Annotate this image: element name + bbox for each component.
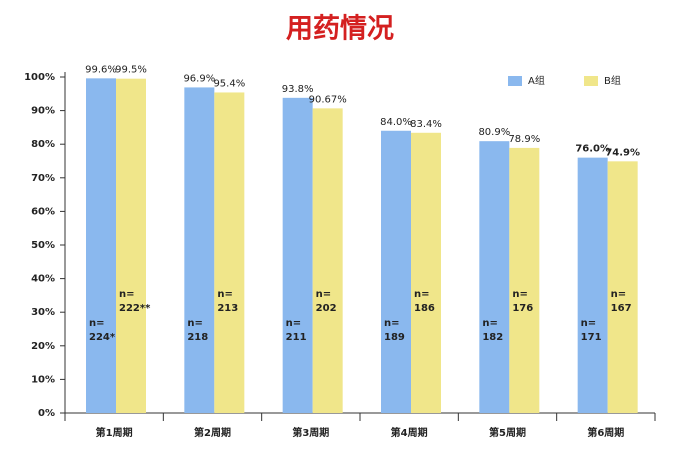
x-tick-label: 第5周期 xyxy=(489,426,526,439)
sample-size: n= xyxy=(384,318,400,329)
bar xyxy=(577,157,608,413)
bar xyxy=(607,161,638,413)
y-tick-label: 50% xyxy=(31,240,55,251)
sample-size: 211 xyxy=(286,332,307,343)
value-label: 84.0% xyxy=(380,117,412,128)
value-label: 93.8% xyxy=(282,84,314,95)
bar xyxy=(312,108,343,413)
y-tick-label: 40% xyxy=(31,274,55,285)
value-label: 74.9% xyxy=(605,147,640,158)
x-tick-label: 第2周期 xyxy=(194,426,231,439)
bar xyxy=(411,132,441,413)
sample-size: 182 xyxy=(482,332,503,343)
y-tick-label: 70% xyxy=(31,173,55,184)
sample-size: n= xyxy=(482,318,498,329)
sample-size: n= xyxy=(316,289,332,300)
value-label: 76.0% xyxy=(575,144,610,155)
bar xyxy=(116,78,146,414)
sample-size: 167 xyxy=(611,303,632,314)
sample-size: n= xyxy=(581,318,597,329)
sample-size: 186 xyxy=(414,303,435,314)
x-tick-label: 第3周期 xyxy=(292,426,329,439)
sample-size: 189 xyxy=(384,332,405,343)
sample-size: n= xyxy=(217,289,233,300)
chart-title: 用药情况 xyxy=(286,14,394,45)
value-label: 78.9% xyxy=(508,134,540,145)
sample-size: n= xyxy=(286,318,302,329)
value-label: 95.4% xyxy=(213,78,245,89)
sample-size: n= xyxy=(119,289,135,300)
bar xyxy=(214,92,245,414)
y-tick-label: 90% xyxy=(31,106,55,117)
sample-size: n= xyxy=(512,289,528,300)
bar xyxy=(184,87,215,413)
legend-label: B组 xyxy=(604,74,621,87)
x-tick-label: 第4周期 xyxy=(391,426,428,439)
value-label: 96.9% xyxy=(183,73,215,84)
sample-size: n= xyxy=(89,318,105,329)
y-tick-label: 20% xyxy=(31,341,55,352)
bar xyxy=(86,78,116,414)
y-tick-label: 100% xyxy=(24,72,55,83)
sample-size: 202 xyxy=(316,303,337,314)
x-tick-label: 第1周期 xyxy=(96,426,133,439)
sample-size: n= xyxy=(414,289,430,300)
value-label: 83.4% xyxy=(410,119,442,130)
value-label: 80.9% xyxy=(478,127,510,138)
y-tick-label: 10% xyxy=(31,374,55,385)
sample-size: 171 xyxy=(581,332,602,343)
sample-size: 224* xyxy=(89,332,116,343)
value-label: 99.5% xyxy=(115,65,147,76)
value-label: 99.6% xyxy=(85,64,117,75)
sample-size: 222** xyxy=(119,303,151,314)
bar xyxy=(509,147,540,413)
x-tick-label: 第6周期 xyxy=(587,426,624,439)
sample-size: n= xyxy=(187,318,203,329)
value-label: 90.67% xyxy=(309,94,347,105)
sample-size: 218 xyxy=(187,332,208,343)
bar xyxy=(479,141,510,413)
sample-size: 213 xyxy=(217,303,238,314)
y-tick-label: 80% xyxy=(31,139,55,150)
y-tick-label: 60% xyxy=(31,206,55,217)
legend-swatch xyxy=(508,76,522,86)
sample-size: 176 xyxy=(512,303,533,314)
legend-swatch xyxy=(584,76,598,86)
sample-size: n= xyxy=(611,289,627,300)
bar xyxy=(282,97,313,413)
legend-label: A组 xyxy=(528,74,545,87)
y-tick-label: 30% xyxy=(31,307,55,318)
y-tick-label: 0% xyxy=(38,408,55,419)
bar xyxy=(381,130,411,413)
